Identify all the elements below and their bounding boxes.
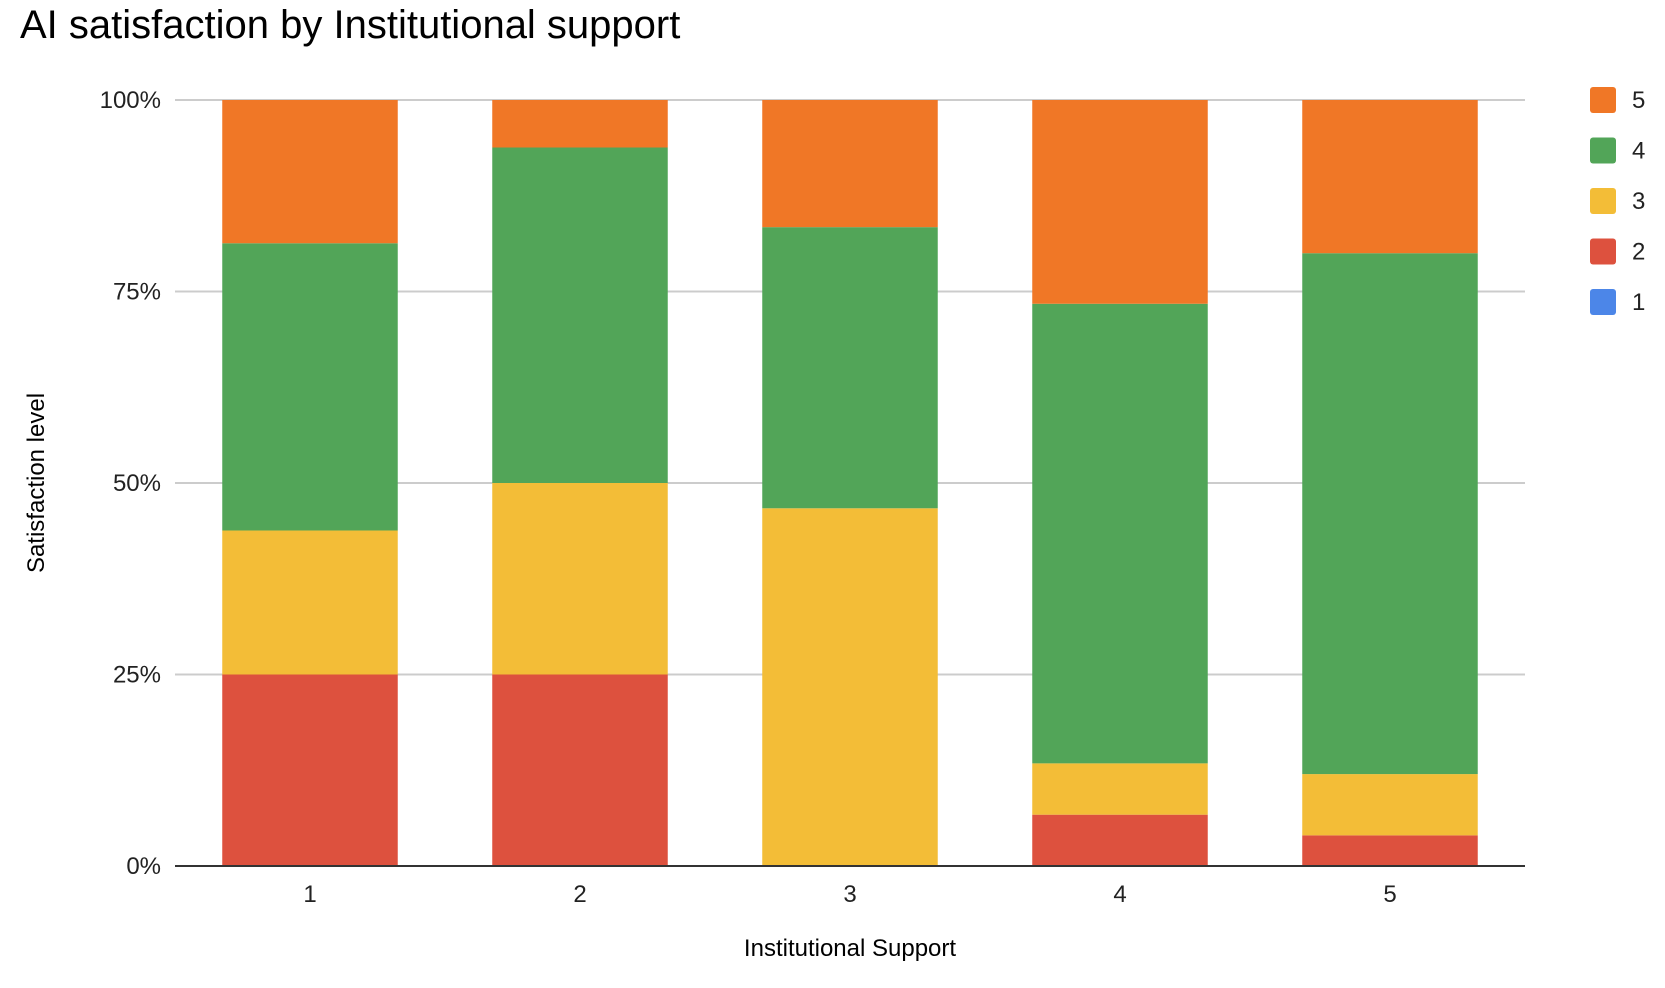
y-tick-label: 0% <box>126 853 161 880</box>
bar-segment-4-series-2[interactable] <box>1032 814 1208 866</box>
bar-segment-5-series-4[interactable] <box>1302 253 1478 775</box>
y-tick-label: 100% <box>100 87 161 114</box>
legend-swatch-5[interactable] <box>1590 87 1616 113</box>
y-tick-label: 50% <box>113 470 161 497</box>
x-tick-label: 5 <box>1383 881 1396 908</box>
legend: 5 4 3 2 1 <box>1590 87 1645 316</box>
bar-segment-4-series-3[interactable] <box>1032 763 1208 815</box>
legend-swatch-3[interactable] <box>1590 188 1616 214</box>
axes: 0% 25% 50% 75% 100% 1 2 3 4 5 Institutional Suppor… <box>23 87 1525 962</box>
y-tick-label: 75% <box>113 279 161 306</box>
bar-segment-5-series-3[interactable] <box>1302 774 1478 836</box>
bar-segment-5-series-2[interactable] <box>1302 835 1478 866</box>
legend-label-3: 3 <box>1632 188 1645 215</box>
legend-swatch-2[interactable] <box>1590 238 1616 265</box>
bar-segment-4-series-4[interactable] <box>1032 303 1208 764</box>
bars <box>222 100 1478 866</box>
x-tick-label: 2 <box>573 881 586 908</box>
legend-label-2: 2 <box>1632 239 1645 266</box>
bar-segment-2-series-4[interactable] <box>492 147 668 483</box>
x-tick-label: 3 <box>843 881 856 908</box>
bar-segment-1-series-3[interactable] <box>222 530 398 675</box>
bar-segment-3-series-4[interactable] <box>762 227 938 509</box>
x-axis-title: Institutional Support <box>744 935 956 962</box>
bar-segment-3-series-5[interactable] <box>762 100 938 228</box>
bar-segment-1-series-5[interactable] <box>222 100 398 244</box>
bar-segment-5-series-5[interactable] <box>1302 100 1478 254</box>
x-tick-label: 1 <box>303 881 316 908</box>
legend-swatch-1[interactable] <box>1590 289 1616 315</box>
x-tick-label: 4 <box>1113 881 1126 908</box>
y-tick-label: 25% <box>113 662 161 689</box>
bar-segment-3-series-3[interactable] <box>762 508 938 866</box>
legend-label-5: 5 <box>1632 87 1645 114</box>
bar-segment-1-series-2[interactable] <box>222 674 398 867</box>
legend-label-1: 1 <box>1632 289 1645 316</box>
legend-swatch-4[interactable] <box>1590 137 1616 164</box>
bar-segment-1-series-4[interactable] <box>222 243 398 531</box>
chart-title: AI satisfaction by Institutional support <box>20 3 681 47</box>
y-axis-title: Satisfaction level <box>23 393 50 573</box>
bar-segment-2-series-2[interactable] <box>492 674 668 867</box>
bar-segment-2-series-3[interactable] <box>492 483 668 675</box>
bar-segment-4-series-5[interactable] <box>1032 100 1208 304</box>
bar-segment-2-series-5[interactable] <box>492 100 668 148</box>
legend-label-4: 4 <box>1632 138 1645 165</box>
